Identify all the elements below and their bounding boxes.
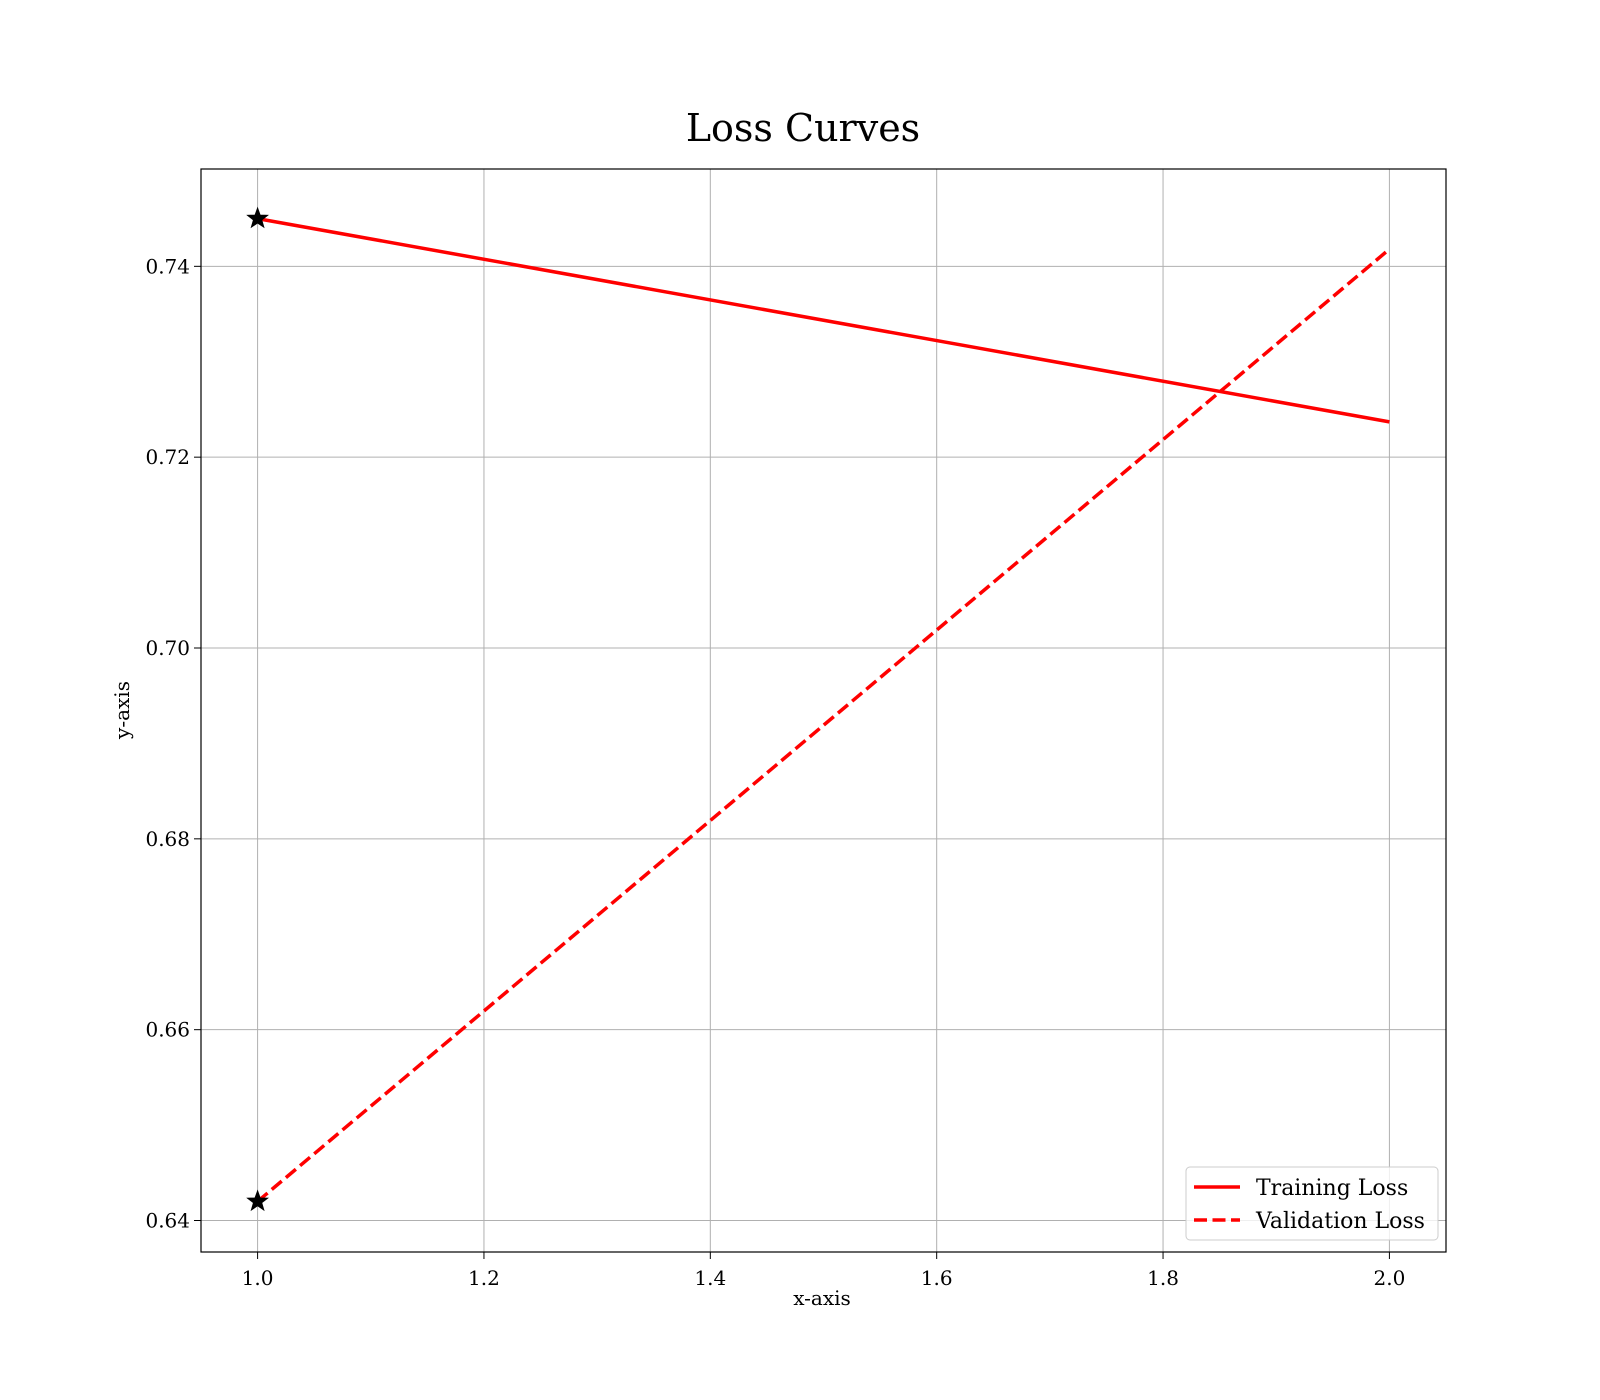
- series-line-training-loss: [257, 216, 1390, 424]
- x-axis-label: x-axis: [793, 1286, 851, 1310]
- ticks: 1.0 1.2 1.4 1.6 1.8 2.0 0.64 0.66 0.68 0.70 0.72 0.…: [145, 254, 1405, 1290]
- series-group: [246, 206, 1391, 1212]
- x-tick-label: 1.2: [468, 1266, 500, 1290]
- grid: [201, 169, 1446, 1252]
- chart-title: Loss Curves: [686, 106, 920, 150]
- y-tick-label: 0.70: [145, 636, 190, 660]
- legend-label: Validation Loss: [1255, 1209, 1425, 1234]
- y-tick-label: 0.66: [145, 1018, 190, 1042]
- legend-label: Training Loss: [1256, 1176, 1408, 1201]
- legend: Training Loss Validation Loss: [1185, 1166, 1439, 1241]
- x-tick-label: 1.6: [921, 1266, 953, 1290]
- y-axis-label: y-axis: [110, 681, 134, 740]
- y-tick-label: 0.68: [145, 827, 190, 851]
- star-marker: [246, 1189, 269, 1212]
- star-marker: [246, 206, 269, 229]
- x-tick-label: 1.8: [1147, 1266, 1179, 1290]
- y-tick-label: 0.64: [145, 1209, 190, 1233]
- series-line-validation-loss: [256, 247, 1391, 1203]
- y-tick-label: 0.72: [145, 445, 190, 469]
- x-tick-label: 1.4: [694, 1266, 726, 1290]
- x-tick-label: 1.0: [242, 1266, 274, 1290]
- x-tick-label: 2.0: [1374, 1266, 1406, 1290]
- legend-box: [1185, 1166, 1439, 1241]
- y-tick-label: 0.74: [145, 254, 190, 278]
- plot-area-frame: [200, 168, 1447, 1253]
